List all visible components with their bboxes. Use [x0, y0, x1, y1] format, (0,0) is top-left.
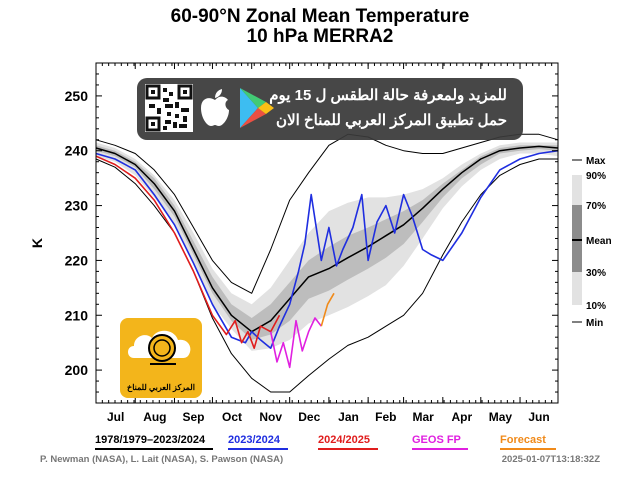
- series-line-geos-fp: [269, 317, 322, 369]
- x-month-label: Jun: [528, 410, 549, 424]
- key-label: Max: [586, 156, 606, 167]
- x-month-label: Apr: [451, 410, 472, 424]
- legend-2023-2024-line: [228, 448, 288, 450]
- legend-forecast-line: [500, 448, 556, 450]
- legend-geos-fp: GEOS FP: [412, 434, 461, 446]
- qr-code-icon[interactable]: [145, 84, 193, 132]
- key-label: Mean: [586, 236, 612, 247]
- banner-text-line2: حمل تطبيق المركز العربي للمناخ الان: [276, 112, 507, 129]
- climatology-max-line: [95, 133, 559, 294]
- arab-climate-center-logo: المركز العربي للمناخ: [120, 318, 202, 398]
- plot-frame: [95, 62, 559, 404]
- y-axis-label: K: [29, 238, 45, 248]
- y-tick-label: 250: [65, 88, 89, 104]
- series-line-2024-2025: [95, 155, 281, 349]
- percentile-key: Max 90% 70% Mean 30% 10% Min: [572, 156, 612, 329]
- legend-2023-2024: 2023/2024: [228, 434, 280, 446]
- apple-icon[interactable]: [197, 84, 233, 132]
- axes: 200 210 220 230 240 250 Jul Aug Sep Oct Nov Dec Jan F…: [65, 62, 559, 424]
- chart-subtitle: 10 hPa MERRA2: [246, 26, 394, 47]
- legend-climatology: 1978/1979–2023/2024: [95, 434, 206, 446]
- series-line-2023-2024: [95, 149, 559, 349]
- legend-2024-2025: 2024/2025: [318, 434, 370, 446]
- key-label: 90%: [586, 171, 606, 182]
- google-play-icon[interactable]: [236, 86, 276, 130]
- logo-text: المركز العربي للمناخ: [127, 383, 195, 392]
- y-tick-label: 220: [65, 252, 89, 268]
- band-30-70: [96, 145, 558, 340]
- legend-forecast: Forecast: [500, 434, 546, 446]
- x-month-label: May: [489, 410, 513, 424]
- chart-title: 60-90°N Zonal Mean Temperature: [170, 6, 470, 27]
- legend-2024-2025-line: [318, 448, 378, 450]
- x-month-label: Dec: [298, 410, 320, 424]
- x-month-label: Nov: [259, 410, 282, 424]
- y-tick-label: 230: [65, 198, 89, 214]
- key-label: 70%: [586, 201, 606, 212]
- app-promo-banner[interactable]: للمزيد ولمعرفة حالة الطقس ل 15 يوم حمل ت…: [137, 78, 523, 140]
- credit-text: P. Newman (NASA), L. Lait (NASA), S. Paw…: [40, 454, 284, 465]
- series-lines: [95, 133, 559, 393]
- x-month-label: Mar: [413, 410, 435, 424]
- y-tick-label: 210: [65, 307, 89, 323]
- legend-geos-fp-line: [412, 448, 468, 450]
- timestamp-text: 2025-01-07T13:18:32Z: [501, 454, 600, 465]
- key-label: Min: [586, 318, 603, 329]
- x-month-label: Jan: [338, 410, 359, 424]
- banner-text-line1: للمزيد ولمعرفة حالة الطقس ل 15 يوم: [269, 87, 507, 104]
- percentile-bands: [96, 142, 558, 351]
- key-label: 10%: [586, 301, 606, 312]
- x-month-label: Jul: [107, 410, 124, 424]
- legend-climatology-line: [95, 448, 213, 450]
- key-label: 30%: [586, 268, 606, 279]
- climatology-mean-line: [95, 145, 559, 333]
- x-month-label: Aug: [143, 410, 166, 424]
- y-tick-label: 240: [65, 143, 89, 159]
- key-band-30-70: [572, 205, 582, 272]
- x-month-label: Sep: [182, 410, 204, 424]
- series-line-forecast: [320, 292, 335, 327]
- x-month-label: Oct: [222, 410, 242, 424]
- x-month-label: Feb: [375, 410, 396, 424]
- y-tick-label: 200: [65, 362, 89, 378]
